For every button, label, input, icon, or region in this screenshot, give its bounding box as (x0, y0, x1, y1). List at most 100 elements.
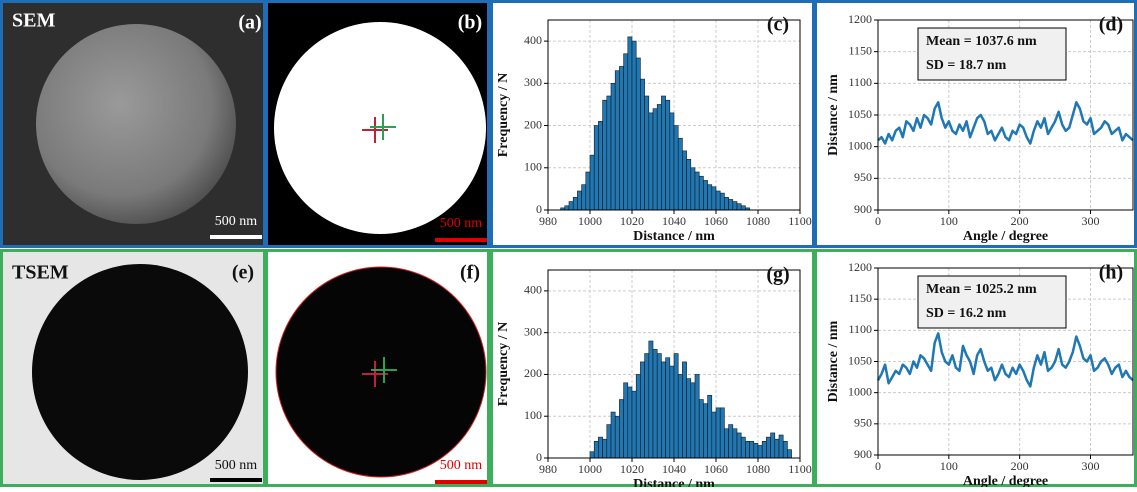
bar (682, 150, 687, 211)
bar (635, 57, 641, 211)
bar (589, 451, 595, 459)
bar (661, 361, 666, 459)
bar (665, 357, 671, 459)
bar (690, 382, 696, 459)
bar (606, 424, 612, 459)
x-tick-label: 980 (539, 462, 557, 476)
bar (593, 125, 599, 211)
y-axis-label: Distance / nm (826, 320, 841, 402)
x-tick-label: 1040 (662, 214, 686, 228)
panel-label: (c) (767, 14, 789, 36)
bar (728, 424, 734, 459)
bar (619, 66, 624, 211)
bar (694, 374, 700, 459)
bar (602, 438, 608, 459)
annotation-box (917, 275, 1067, 329)
bar (593, 440, 599, 459)
bar (661, 95, 666, 211)
scale-label: 500 nm (440, 458, 483, 473)
bar (656, 353, 662, 459)
bar (782, 440, 788, 459)
image-title: TSEM (12, 262, 69, 284)
bar (724, 428, 729, 459)
bar (686, 159, 692, 211)
bar (623, 53, 629, 211)
bar (761, 440, 767, 459)
panel-label: (b) (458, 12, 482, 34)
bar (707, 184, 713, 211)
bar (686, 378, 692, 459)
y-tick-label: 200 (524, 366, 542, 380)
bar (698, 175, 704, 211)
bar (694, 171, 700, 211)
bar (740, 436, 746, 459)
y-tick-label: 950 (854, 170, 872, 184)
bar (703, 403, 708, 459)
y-tick-label: 1100 (848, 75, 872, 89)
y-tick-label: 100 (524, 160, 542, 174)
bar (707, 395, 713, 459)
data-line (877, 101, 1134, 145)
x-tick-label: 980 (539, 214, 557, 228)
x-tick-label: 200 (1011, 214, 1029, 228)
panel-frame (490, 249, 815, 487)
bar (627, 36, 633, 211)
bar (757, 445, 763, 459)
y-tick-label: 1100 (848, 322, 872, 336)
panel-frame (490, 0, 815, 248)
x-tick-label: 1060 (704, 214, 728, 228)
y-axis-label: Frequency / N (496, 322, 511, 407)
bar (610, 83, 616, 211)
bar (728, 199, 734, 211)
bar (627, 386, 633, 459)
bar (606, 95, 612, 211)
bar (732, 201, 738, 211)
bar (677, 374, 683, 459)
y-tick-label: 300 (524, 324, 542, 338)
center-marker (370, 114, 396, 140)
bar (673, 125, 679, 211)
bar (770, 432, 776, 459)
annotation: Mean = 1025.2 nm (926, 282, 1037, 297)
bar (640, 78, 645, 211)
y-tick-label: 400 (524, 283, 542, 297)
bar (766, 436, 771, 459)
x-axis-label: Distance / nm (633, 477, 715, 487)
bar (598, 121, 603, 211)
bar (581, 184, 587, 211)
panel-label: (h) (1099, 262, 1123, 284)
bar (564, 205, 570, 211)
annotation: SD = 16.2 nm (926, 306, 1007, 321)
panel-frame (814, 0, 1137, 248)
y-tick-label: 1000 (848, 138, 872, 152)
y-tick-label: 900 (854, 202, 872, 216)
panel-label: (a) (238, 12, 261, 34)
bar (774, 438, 780, 459)
scale-label: 500 nm (215, 214, 258, 229)
bar (648, 340, 654, 459)
bar (753, 443, 759, 459)
panel-frame (814, 249, 1137, 487)
annotation: SD = 18.7 nm (926, 58, 1007, 73)
y-tick-label: 1150 (848, 43, 872, 57)
bar (740, 205, 746, 211)
y-axis-label: Distance / nm (826, 74, 841, 156)
bar (711, 186, 717, 211)
bar (585, 171, 591, 211)
bar (715, 190, 721, 211)
bar (690, 167, 696, 211)
axes-frame (547, 19, 801, 211)
bar (745, 440, 750, 459)
x-tick-label: 1040 (662, 462, 686, 476)
bar (719, 407, 725, 459)
y-tick-label: 400 (524, 33, 542, 47)
bar (703, 180, 708, 211)
bar (614, 415, 620, 459)
annotation: Mean = 1037.6 nm (926, 34, 1037, 49)
bar (623, 382, 629, 459)
y-tick-label: 950 (854, 416, 872, 430)
panel-label: (g) (766, 264, 789, 286)
x-tick-label: 300 (1082, 459, 1100, 473)
axes-frame (547, 269, 801, 459)
bar (572, 197, 578, 211)
